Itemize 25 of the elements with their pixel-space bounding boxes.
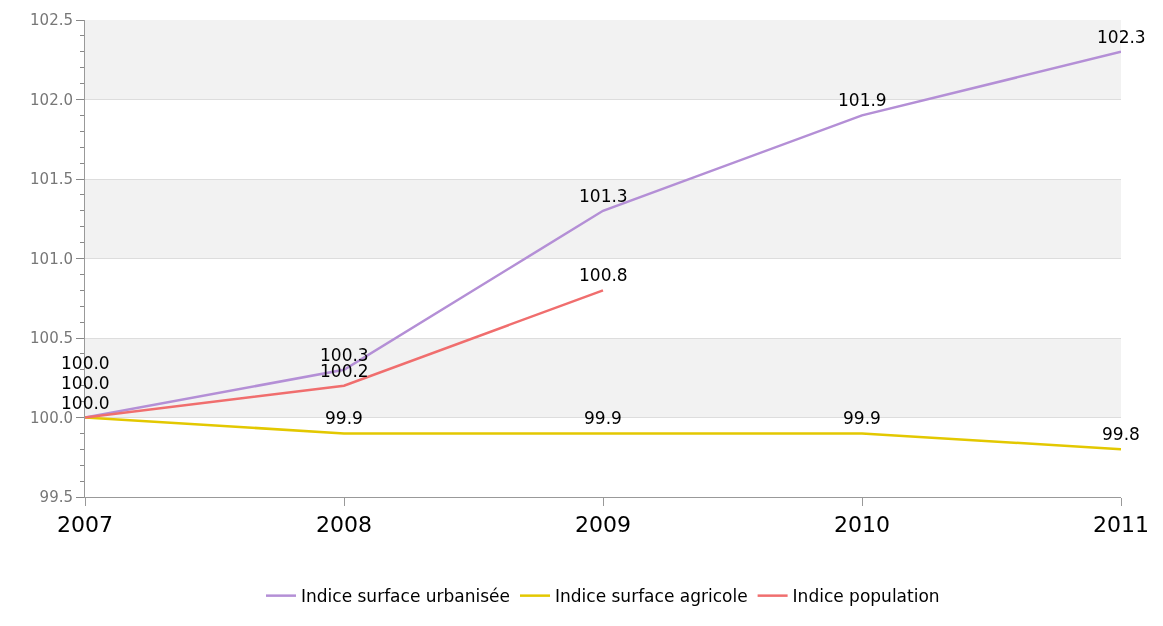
y-tick-label: 100.5 — [30, 329, 73, 348]
y-tick-label: 102.5 — [30, 11, 73, 30]
y-tick-label: 99.5 — [39, 488, 73, 507]
legend-label: Indice surface urbanisée — [301, 586, 510, 607]
y-tick-label: 102.0 — [30, 90, 73, 109]
x-tick-label: 2009 — [575, 512, 631, 538]
data-label: 100.0 — [61, 353, 110, 373]
legend-label: Indice surface agricole — [555, 586, 748, 607]
data-label: 99.9 — [843, 408, 881, 428]
y-tick-label: 101.0 — [30, 249, 73, 268]
data-label: 101.9 — [838, 90, 887, 110]
y-tick-label: 100.0 — [30, 408, 73, 427]
data-label: 102.3 — [1097, 27, 1146, 47]
data-label: 100.8 — [579, 265, 628, 285]
y-tick-label: 101.5 — [30, 170, 73, 189]
x-tick-label: 2011 — [1093, 512, 1149, 538]
data-label: 99.9 — [325, 408, 363, 428]
data-label: 99.9 — [584, 408, 622, 428]
data-label: 101.3 — [579, 186, 628, 206]
x-tick-label: 2010 — [834, 512, 890, 538]
data-label: 100.0 — [61, 373, 110, 393]
x-tick-label: 2008 — [316, 512, 372, 538]
x-tick-label: 2007 — [57, 512, 113, 538]
legend-label: Indice population — [792, 586, 940, 607]
data-label: 99.8 — [1102, 424, 1140, 444]
